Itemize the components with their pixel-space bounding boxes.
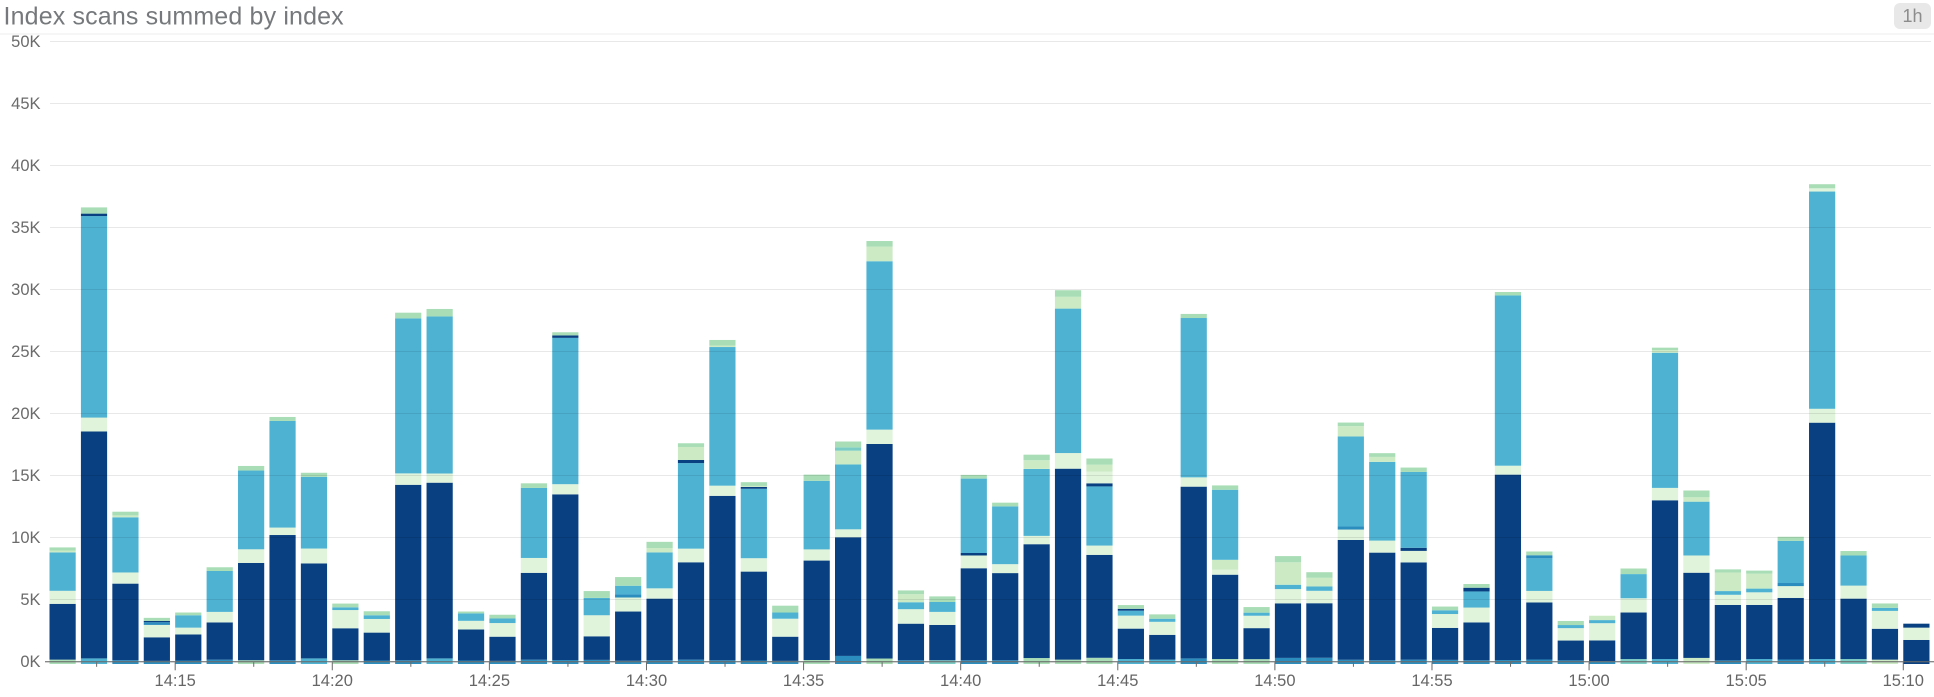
svg-text:Index scans summed by index: Index scans summed by index bbox=[4, 3, 345, 31]
svg-text:5K: 5K bbox=[20, 591, 40, 609]
svg-text:14:45: 14:45 bbox=[1097, 672, 1138, 690]
svg-text:25K: 25K bbox=[11, 343, 40, 361]
svg-text:45K: 45K bbox=[11, 95, 40, 113]
svg-text:14:35: 14:35 bbox=[783, 672, 824, 690]
svg-text:10K: 10K bbox=[11, 529, 40, 547]
svg-text:14:55: 14:55 bbox=[1411, 672, 1452, 690]
svg-text:14:50: 14:50 bbox=[1254, 672, 1295, 690]
svg-text:40K: 40K bbox=[11, 157, 40, 175]
svg-text:1h: 1h bbox=[1902, 6, 1922, 26]
svg-text:30K: 30K bbox=[11, 281, 40, 299]
svg-text:15:10: 15:10 bbox=[1883, 672, 1924, 690]
svg-text:14:25: 14:25 bbox=[469, 672, 510, 690]
svg-text:20K: 20K bbox=[11, 405, 40, 423]
svg-text:15:05: 15:05 bbox=[1726, 672, 1767, 690]
svg-text:15K: 15K bbox=[11, 467, 40, 485]
svg-text:50K: 50K bbox=[11, 33, 40, 51]
svg-text:14:30: 14:30 bbox=[626, 672, 667, 690]
svg-text:14:15: 14:15 bbox=[155, 672, 196, 690]
svg-text:14:20: 14:20 bbox=[312, 672, 353, 690]
svg-text:14:40: 14:40 bbox=[940, 672, 981, 690]
svg-text:35K: 35K bbox=[11, 219, 40, 237]
svg-text:15:00: 15:00 bbox=[1568, 672, 1609, 690]
svg-text:0K: 0K bbox=[20, 653, 40, 671]
